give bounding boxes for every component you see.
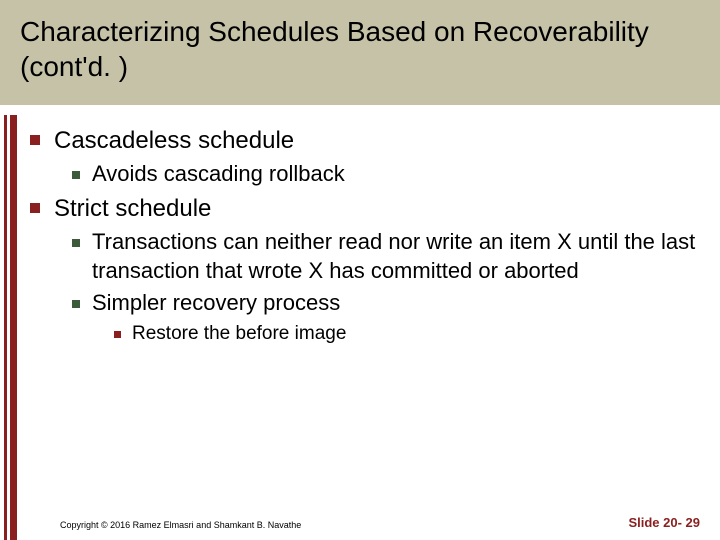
list-item: Restore the before image <box>114 322 700 347</box>
content-area: Cascadeless schedule Avoids cascading ro… <box>30 125 700 350</box>
list-item: Cascadeless schedule <box>30 125 700 156</box>
list-item: Simpler recovery process <box>72 289 700 318</box>
list-item: Transactions can neither read nor write … <box>72 228 700 285</box>
list-text: Simpler recovery process <box>92 289 340 318</box>
list-text: Transactions can neither read nor write … <box>92 228 700 285</box>
bullet-icon <box>72 300 80 308</box>
slide-number: Slide 20- 29 <box>628 515 700 530</box>
list-text: Avoids cascading rollback <box>92 160 345 189</box>
list-item: Strict schedule <box>30 193 700 224</box>
copyright-text: Copyright © 2016 Ramez Elmasri and Shamk… <box>60 520 301 530</box>
bullet-icon <box>72 171 80 179</box>
list-text: Restore the before image <box>132 322 346 347</box>
footer: Copyright © 2016 Ramez Elmasri and Shamk… <box>60 515 700 530</box>
bullet-icon <box>30 203 40 213</box>
list-text: Strict schedule <box>54 193 211 224</box>
bullet-icon <box>72 239 80 247</box>
title-bar: Characterizing Schedules Based on Recove… <box>0 0 720 105</box>
accent-strip <box>0 115 18 540</box>
list-item: Avoids cascading rollback <box>72 160 700 189</box>
list-text: Cascadeless schedule <box>54 125 294 156</box>
slide-title: Characterizing Schedules Based on Recove… <box>20 14 700 84</box>
bullet-icon <box>30 135 40 145</box>
bullet-icon <box>114 331 121 338</box>
